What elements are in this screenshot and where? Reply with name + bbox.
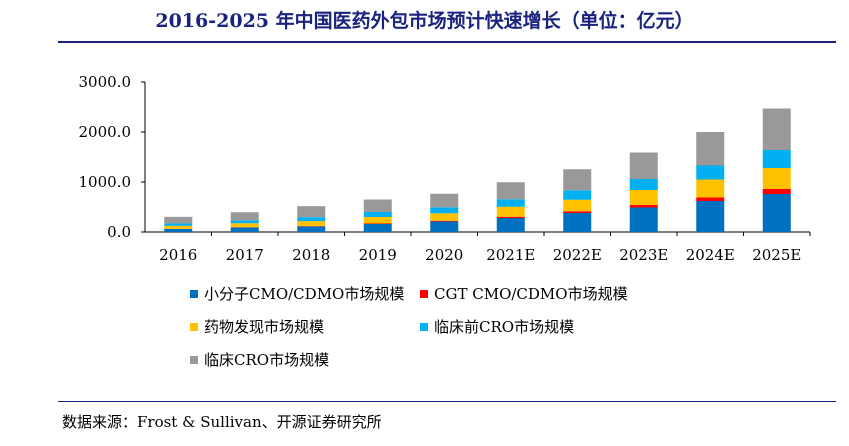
bar-segment [563,213,592,232]
bar-segment [496,182,525,200]
bar-segment [629,179,658,190]
bar-segment [762,108,791,150]
bar-segment [430,220,459,222]
y-tick-label: 1000.0 [79,173,132,191]
bar-segment [629,205,658,208]
x-tick-label: 2020 [425,246,463,264]
x-tick-label: 2025E [752,246,801,264]
x-tick-label: 2017 [226,246,264,264]
bar-segment [629,207,658,232]
stacked-bar-chart: 0.0 1000.0 2000.0 3000.0 2016 2017 2018 2019 202… [79,73,811,264]
x-tick-label: 2019 [359,246,397,264]
source-note: 数据来源：Frost & Sullivan、开源证券研究所 [62,413,382,431]
legend-label: CGT CMO/CDMO市场规模 [434,285,628,303]
bar-segment [297,217,326,222]
legend-label: 临床CRO市场规模 [204,351,330,369]
bar-segment [563,169,592,191]
bar-segment [297,221,326,227]
bar-segment [496,218,525,232]
source-divider [58,401,836,402]
bar-segment [696,197,725,201]
bar-segment [430,213,459,221]
x-tick-label: 2016 [159,246,197,264]
bar-segment [762,150,791,168]
x-tick-label: 2023E [619,246,668,264]
y-tick-label: 0.0 [107,223,131,241]
x-tick-label: 2022E [553,246,602,264]
legend-label: 药物发现市场规模 [204,318,325,336]
bar-segment [164,223,193,226]
legend-swatch [420,289,428,298]
bar-segment [164,216,193,224]
bar-segment [496,206,525,217]
x-tick-label: 2021E [486,246,535,264]
bar-segment [230,227,259,232]
legend-swatch [190,289,198,298]
title-divider [58,41,836,43]
bar-segment [430,221,459,232]
bar-segment [696,179,725,198]
bar-segment [629,190,658,205]
bar-segment [164,225,193,229]
bar-segment [762,189,791,194]
bar-segment [363,199,392,212]
bar-segment [363,223,392,224]
x-tick-label: 2024E [686,246,735,264]
bar-segment [696,165,725,180]
bar-segment [563,199,592,212]
legend-item: 药物发现市场规模 [190,316,324,337]
bar-segment [696,132,725,166]
bar-segment [164,229,193,232]
x-tick-label: 2018 [292,246,330,264]
legend-item: 临床前CRO市场规模 [420,316,574,337]
bar-segment [496,199,525,207]
legend-swatch [420,322,428,331]
y-tick-label: 2000.0 [79,123,132,141]
bar-segment [430,207,459,214]
bar-segment [363,212,392,217]
legend-label: 小分子CMO/CDMO市场规模 [204,285,405,303]
legend-label: 临床前CRO市场规模 [434,318,575,336]
bar-segment [762,194,791,232]
bar-segment [629,152,658,179]
legend-item: 小分子CMO/CDMO市场规模 [190,283,404,304]
legend-item: CGT CMO/CDMO市场规模 [420,283,628,304]
chart-title: 2016-2025 年中国医药外包市场预计快速增长（单位：亿元） [155,10,694,32]
bar-segment [762,168,791,189]
bar-segment [230,223,259,228]
bar-segment [563,190,592,200]
bar-segment [563,211,592,213]
legend-swatch [190,322,198,331]
bar-segment [696,201,725,232]
bar-segment [496,216,525,218]
legend-item: 临床CRO市场规模 [190,349,329,370]
bar-segment [297,226,326,232]
bar-segment [430,193,459,208]
bar-segment [230,212,259,221]
y-tick-label: 3000.0 [79,73,132,91]
legend-swatch [190,355,198,364]
bar-segment [297,206,326,218]
bar-segment [363,224,392,232]
bar-segment [363,217,392,224]
bar-segment [230,220,259,224]
